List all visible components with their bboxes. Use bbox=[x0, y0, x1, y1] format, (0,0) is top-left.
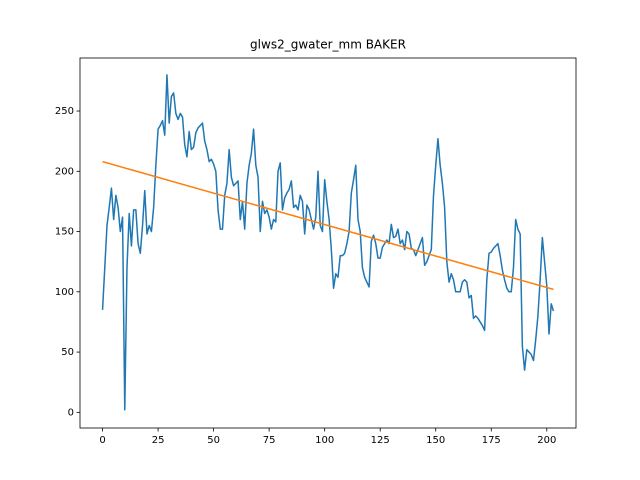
y-tick-label: 200 bbox=[55, 166, 74, 177]
x-tick-label: 0 bbox=[99, 435, 105, 446]
plot-frame bbox=[79, 57, 577, 429]
x-tick-label: 125 bbox=[371, 435, 390, 446]
series-line bbox=[102, 160, 554, 291]
y-tick-label: 100 bbox=[55, 287, 74, 298]
y-tick-label: 250 bbox=[55, 106, 74, 117]
y-tick-label: 0 bbox=[68, 407, 74, 418]
x-tick-label: 100 bbox=[315, 435, 334, 446]
x-tick-label: 150 bbox=[426, 435, 445, 446]
y-tick-label: 50 bbox=[61, 347, 74, 358]
x-tick-label: 50 bbox=[207, 435, 220, 446]
y-tick-label: 150 bbox=[55, 227, 74, 238]
x-tick-label: 75 bbox=[263, 435, 276, 446]
x-tick-label: 200 bbox=[537, 435, 556, 446]
x-tick-label: 25 bbox=[152, 435, 165, 446]
x-tick-label: 175 bbox=[482, 435, 501, 446]
series-line bbox=[101, 74, 555, 411]
chart-title: glws2_gwater_mm BAKER bbox=[250, 38, 406, 52]
